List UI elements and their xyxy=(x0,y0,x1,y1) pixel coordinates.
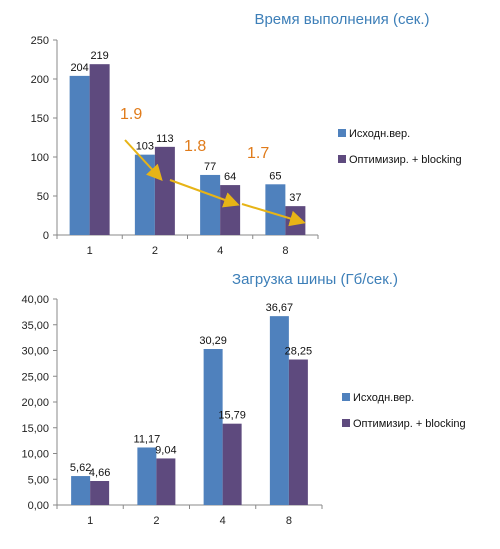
speedup-arrow xyxy=(169,179,240,208)
bar xyxy=(90,481,110,505)
y-tick-label: 40,00 xyxy=(21,294,49,306)
bus-load-chart: Загрузка шины (Гб/сек.) 5,624,66 11,179,0… xyxy=(21,271,465,527)
data-label: 77 xyxy=(204,161,216,173)
data-label: 11,17 xyxy=(134,433,161,445)
y-tick-label: 5,00 xyxy=(28,474,49,486)
speedup-annotations: 1.9 1.8 1.7 xyxy=(120,106,306,227)
speedup-label: 1.9 xyxy=(120,106,142,123)
data-label: 37 xyxy=(289,192,301,204)
x-tick-label: 2 xyxy=(152,245,158,257)
bar xyxy=(89,64,110,236)
legend: Исходн.вер. Оптимизир. + blocking xyxy=(338,128,462,166)
bar xyxy=(288,359,308,505)
y-tick-label: 25,00 xyxy=(21,371,49,383)
y-tick-label: 250 xyxy=(31,35,49,47)
data-label: 30,29 xyxy=(199,335,227,347)
data-label: 219 xyxy=(90,50,108,62)
legend-swatch xyxy=(342,419,350,427)
bar xyxy=(265,184,286,235)
bar xyxy=(200,174,221,235)
x-tick-label: 2 xyxy=(153,515,159,527)
bar xyxy=(137,447,157,505)
y-tick-label: 15,00 xyxy=(21,423,49,435)
y-tick-label: 50 xyxy=(37,191,49,203)
data-label: 204 xyxy=(70,62,88,74)
legend-label: Оптимизир. + blocking xyxy=(353,418,466,430)
execution-time-chart: Время выполнения (сек.) 2042191031137764… xyxy=(31,11,462,257)
bar xyxy=(154,146,175,235)
data-label: 103 xyxy=(136,141,154,153)
speedup-arrow xyxy=(241,203,306,227)
bar xyxy=(156,458,176,505)
bar xyxy=(222,423,242,505)
data-label: 4,66 xyxy=(89,467,110,479)
y-tick-label: 100 xyxy=(31,152,49,164)
y-tick-label: 150 xyxy=(31,113,49,125)
legend-swatch xyxy=(338,155,346,163)
x-tick-label: 4 xyxy=(220,515,226,527)
bar xyxy=(203,349,223,505)
y-tick-label: 0,00 xyxy=(28,500,49,512)
x-tick-label: 8 xyxy=(282,245,288,257)
data-label: 5,62 xyxy=(70,462,91,474)
speedup-arrow xyxy=(124,139,163,181)
speedup-label: 1.7 xyxy=(247,145,269,162)
y-tick-label: 35,00 xyxy=(21,320,49,332)
y-tick-label: 10,00 xyxy=(21,449,49,461)
data-label: 113 xyxy=(156,133,174,145)
chart-title: Загрузка шины (Гб/сек.) xyxy=(232,271,398,288)
data-label: 36,67 xyxy=(266,302,294,314)
legend-swatch xyxy=(342,393,350,401)
legend-label: Оптимизир. + blocking xyxy=(349,154,462,166)
x-tick-label: 1 xyxy=(87,515,93,527)
y-tick-label: 200 xyxy=(31,74,49,86)
data-label: 9,04 xyxy=(155,444,176,456)
speedup-label: 1.8 xyxy=(184,138,206,155)
bar xyxy=(71,476,91,505)
data-label: 28,25 xyxy=(285,346,313,358)
y-tick-label: 20,00 xyxy=(21,397,49,409)
chart-title: Время выполнения (сек.) xyxy=(254,11,429,28)
data-label: 15,79 xyxy=(218,410,246,422)
x-tick-label: 8 xyxy=(286,515,292,527)
y-tick-label: 0 xyxy=(43,230,49,242)
x-tick-label: 1 xyxy=(87,245,93,257)
legend-label: Исходн.вер. xyxy=(353,392,414,404)
bar xyxy=(220,185,241,235)
bar xyxy=(134,154,155,235)
legend-swatch xyxy=(338,129,346,137)
y-tick-label: 30,00 xyxy=(21,346,49,358)
legend: Исходн.вер. Оптимизир. + blocking xyxy=(342,392,466,430)
bar xyxy=(269,316,289,505)
legend-label: Исходн.вер. xyxy=(349,128,410,140)
x-tick-label: 4 xyxy=(217,245,223,257)
data-label: 65 xyxy=(269,170,281,182)
bar xyxy=(69,75,90,235)
data-label: 64 xyxy=(224,171,236,183)
